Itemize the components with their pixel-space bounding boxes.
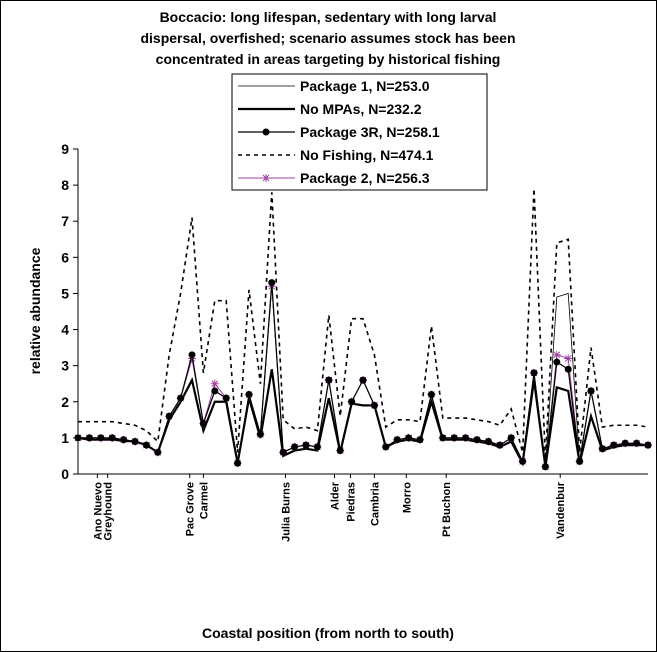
point xyxy=(553,358,561,366)
point xyxy=(598,445,606,453)
point xyxy=(234,459,242,467)
point xyxy=(370,401,378,409)
point xyxy=(279,448,287,456)
point xyxy=(530,369,538,377)
point xyxy=(302,441,310,449)
x-tick-label: Morro xyxy=(401,482,413,513)
y-tick-label: 2 xyxy=(61,394,69,410)
point xyxy=(484,438,492,445)
point xyxy=(519,457,527,465)
point xyxy=(325,376,333,384)
point xyxy=(85,434,93,442)
point xyxy=(439,434,447,442)
point xyxy=(188,351,196,359)
point xyxy=(644,441,652,449)
point xyxy=(473,436,481,444)
legend-marker xyxy=(262,128,270,136)
point xyxy=(165,412,173,420)
legend-label: No Fishing, N=474.1 xyxy=(300,147,434,163)
point xyxy=(291,443,299,451)
point xyxy=(97,434,105,442)
point xyxy=(427,391,435,399)
point xyxy=(633,439,641,447)
legend: Package 1, N=253.0 No MPAs, N=232.2 Packag… xyxy=(231,73,488,191)
series-line xyxy=(77,369,648,467)
x-axis-label: Coastal position (from north to south) xyxy=(202,625,454,641)
point xyxy=(462,434,470,442)
legend-label: Package 2, N=256.3 xyxy=(300,170,430,186)
point xyxy=(120,436,128,444)
x-tick-label: Cambria xyxy=(369,481,381,526)
chart-title: Boccacio: long lifespan, sedentary with … xyxy=(160,9,497,25)
point xyxy=(177,394,185,402)
point xyxy=(211,387,219,395)
y-tick-label: 7 xyxy=(61,213,69,229)
x-tick-label: Ano Nuevo xyxy=(92,482,104,540)
point xyxy=(336,447,344,455)
x-tick-label: Vandenbur xyxy=(555,481,567,539)
point xyxy=(576,457,584,465)
y-tick-label: 1 xyxy=(61,430,69,446)
y-tick-label: 6 xyxy=(61,249,69,265)
point xyxy=(587,387,595,395)
legend-marker xyxy=(262,174,270,182)
point xyxy=(393,436,401,444)
legend-label: No MPAs, N=232.2 xyxy=(300,101,422,117)
point xyxy=(382,443,390,451)
x-tick-label: Alder xyxy=(330,481,342,510)
y-tick-label: 0 xyxy=(61,466,69,482)
point xyxy=(131,438,139,445)
point xyxy=(348,398,356,406)
point xyxy=(359,376,367,384)
x-tick-label: Pt Buchon xyxy=(441,482,453,537)
y-tick-label: 5 xyxy=(61,285,69,301)
point xyxy=(564,365,572,373)
point xyxy=(496,441,504,449)
y-axis-label: relative abundance xyxy=(27,247,43,374)
legend-label: Package 1, N=253.0 xyxy=(300,78,430,94)
point xyxy=(541,463,549,471)
y-tick-label: 3 xyxy=(61,358,69,374)
point xyxy=(154,448,162,456)
x-tick-label: Carmel xyxy=(198,482,210,519)
x-tick-label: Piedras xyxy=(345,482,357,522)
point xyxy=(621,439,629,447)
x-tick-label: Pac Grove xyxy=(185,482,197,536)
chart-title: dispersal, overfished; scenario assumes … xyxy=(140,30,515,46)
point xyxy=(564,354,573,363)
point xyxy=(313,443,321,451)
point xyxy=(74,434,82,442)
point xyxy=(507,434,515,442)
point xyxy=(610,441,618,449)
point xyxy=(222,394,230,402)
legend-label: Package 3R, N=258.1 xyxy=(300,124,440,140)
point xyxy=(416,436,424,444)
point xyxy=(245,391,253,399)
y-tick-label: 8 xyxy=(61,177,69,193)
point xyxy=(142,441,150,449)
point xyxy=(256,430,264,438)
x-tick-label: Julia Burns xyxy=(280,482,292,542)
y-tick-label: 9 xyxy=(61,141,69,157)
x-tick-label: Greyhound xyxy=(103,482,115,541)
point xyxy=(199,419,207,427)
point xyxy=(552,350,561,359)
y-tick-label: 4 xyxy=(61,322,69,338)
series-line xyxy=(78,188,649,460)
point xyxy=(450,434,458,442)
point xyxy=(210,379,219,388)
point xyxy=(405,434,413,442)
chart-title: concentrated in areas targeting by histo… xyxy=(156,51,501,67)
point xyxy=(268,279,276,287)
point xyxy=(108,434,116,442)
